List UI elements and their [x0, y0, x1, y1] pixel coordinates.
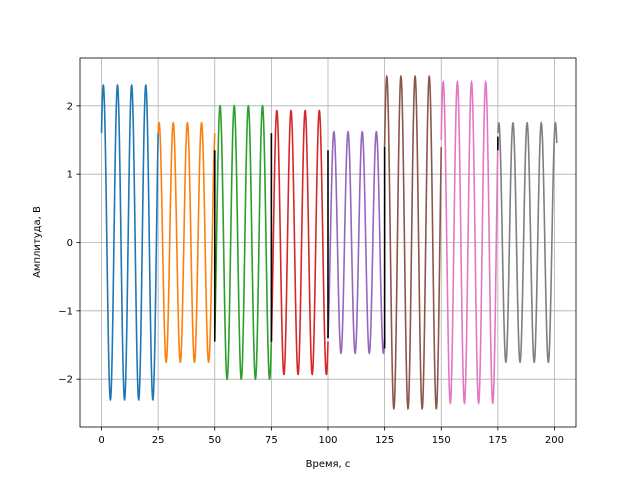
x-axis-ticks: 0 25 50 75 100 125 150 175 200: [98, 427, 564, 446]
series-line-7: [440, 79, 499, 406]
series-line-5: [327, 130, 386, 355]
series-line-4: [270, 109, 329, 376]
x-tick-label: 25: [152, 435, 165, 446]
x-tick-label: 50: [208, 435, 221, 446]
x-tick-label: 150: [432, 435, 451, 446]
y-tick-label: 0: [67, 238, 73, 249]
series-line-2: [157, 121, 216, 364]
y-tick-label: 1: [67, 170, 73, 181]
x-axis-label: Время, с: [306, 459, 351, 470]
x-tick-label: 175: [488, 435, 507, 446]
y-axis-label: Амплитуда, В: [32, 206, 43, 278]
series-line-8: [497, 121, 558, 364]
y-tick-label: −2: [58, 375, 73, 386]
y-tick-label: −1: [58, 306, 73, 317]
series-line-1: [100, 83, 159, 402]
x-tick-label: 125: [375, 435, 394, 446]
x-tick-label: 100: [318, 435, 337, 446]
x-tick-label: 200: [545, 435, 564, 446]
series-line-3: [213, 104, 273, 381]
y-tick-label: 2: [67, 101, 73, 112]
y-axis-ticks: −2 −1 0 1 2: [58, 101, 80, 386]
series-line-6: [383, 74, 443, 411]
x-tick-label: 0: [98, 435, 104, 446]
x-tick-label: 75: [265, 435, 278, 446]
series-lines: [100, 74, 558, 411]
